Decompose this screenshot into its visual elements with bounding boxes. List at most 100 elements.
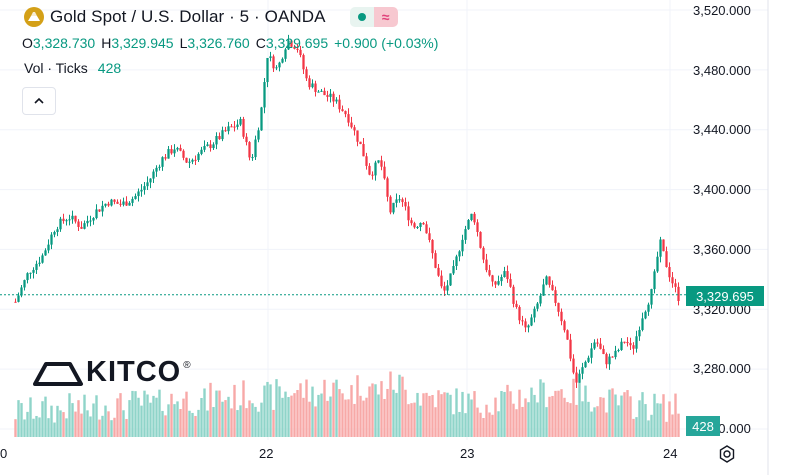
volume-bar bbox=[512, 403, 515, 437]
candle-body bbox=[125, 201, 128, 206]
volume-bar bbox=[644, 404, 647, 437]
candle-body bbox=[191, 159, 194, 162]
candle-body bbox=[548, 276, 551, 285]
live-status-icon[interactable] bbox=[349, 7, 374, 27]
volume-bar bbox=[281, 397, 284, 437]
candle-body bbox=[653, 271, 656, 290]
volume-bar bbox=[200, 398, 203, 437]
candle-body bbox=[230, 126, 233, 128]
candle-body bbox=[131, 198, 134, 203]
volume-bar bbox=[59, 410, 62, 437]
candle-body bbox=[671, 277, 674, 284]
candle-body bbox=[86, 220, 89, 224]
candle-body bbox=[587, 357, 590, 362]
close-value: 3,329.695 bbox=[265, 35, 329, 51]
candle-body bbox=[218, 136, 221, 140]
candle-body bbox=[656, 256, 659, 272]
candle-body bbox=[98, 209, 101, 212]
volume-bar bbox=[47, 418, 50, 437]
candle-body bbox=[155, 167, 158, 172]
volume-bar bbox=[224, 400, 227, 437]
volume-bar bbox=[185, 391, 188, 437]
candle-body bbox=[137, 191, 140, 197]
candle-body bbox=[167, 149, 170, 159]
high-value: 3,329.945 bbox=[111, 35, 174, 51]
candle-body bbox=[494, 281, 497, 285]
candle-body bbox=[107, 203, 110, 206]
candle-body bbox=[209, 144, 212, 149]
volume-bar bbox=[86, 410, 89, 437]
candle-body bbox=[374, 162, 377, 176]
volume-bar bbox=[437, 390, 440, 437]
chart-settings-button[interactable] bbox=[717, 444, 737, 464]
candle-body bbox=[632, 345, 635, 349]
approx-data-icon[interactable]: ≈ bbox=[373, 7, 398, 27]
volume-bar bbox=[380, 381, 383, 437]
volume-bar bbox=[488, 412, 491, 437]
volume-bar bbox=[356, 375, 359, 437]
volume-bar bbox=[620, 395, 623, 437]
market-status-pill[interactable]: ≈ bbox=[349, 7, 398, 27]
candle-body bbox=[383, 166, 386, 179]
volume-bar bbox=[629, 396, 632, 437]
volume-bar bbox=[434, 407, 437, 437]
candle-body bbox=[368, 165, 371, 175]
volume-bar bbox=[104, 405, 107, 437]
volume-bar bbox=[572, 378, 575, 437]
volume-bar bbox=[233, 384, 236, 437]
volume-indicator-value: 428 bbox=[97, 60, 122, 76]
volume-bar bbox=[401, 376, 404, 437]
volume-bar bbox=[635, 417, 638, 437]
candle-body bbox=[659, 239, 662, 257]
volume-bar bbox=[212, 407, 215, 437]
candle-body bbox=[425, 224, 428, 234]
candle-body bbox=[179, 147, 182, 151]
candle-body bbox=[392, 202, 395, 213]
volume-bar bbox=[524, 398, 527, 437]
volume-bar bbox=[176, 401, 179, 437]
volume-bar bbox=[305, 379, 308, 437]
volume-bar bbox=[449, 394, 452, 437]
volume-bar bbox=[368, 386, 371, 437]
price-axis-label: 3,360.000 bbox=[693, 242, 751, 257]
volume-bar bbox=[263, 385, 266, 437]
volume-bar bbox=[317, 394, 320, 437]
price-axis-label: 3,400.000 bbox=[693, 182, 751, 197]
volume-bar bbox=[614, 394, 617, 437]
candle-body bbox=[233, 126, 236, 128]
candle-body bbox=[134, 196, 137, 199]
volume-bar bbox=[296, 390, 299, 437]
candle-body bbox=[446, 285, 449, 291]
volume-bars bbox=[14, 371, 680, 437]
price-axis-label: 3,480.000 bbox=[693, 63, 751, 78]
volume-bar bbox=[428, 395, 431, 437]
candle-body bbox=[401, 199, 404, 203]
symbol-title[interactable]: Gold Spot / U.S. Dollar · 5 · OANDA bbox=[50, 7, 326, 26]
candle-body bbox=[563, 321, 566, 331]
volume-bar bbox=[647, 420, 650, 437]
volume-bar bbox=[527, 402, 530, 437]
volume-bar bbox=[254, 406, 257, 437]
candle-body bbox=[416, 226, 419, 228]
volume-bar bbox=[374, 384, 377, 437]
volume-bar bbox=[134, 391, 137, 437]
candle-body bbox=[410, 220, 413, 224]
candle-body bbox=[674, 283, 677, 287]
collapse-legend-button[interactable] bbox=[22, 87, 56, 115]
volume-bar bbox=[98, 419, 101, 437]
candle-body bbox=[668, 267, 671, 278]
candle-body bbox=[404, 202, 407, 207]
candle-body bbox=[596, 342, 599, 344]
current-volume-tag: 428 bbox=[686, 416, 720, 436]
candle-body bbox=[89, 220, 92, 222]
volume-indicator-legend[interactable]: Vol · Ticks 428 bbox=[24, 60, 121, 76]
candle-body bbox=[20, 287, 23, 296]
volume-bar bbox=[365, 397, 368, 437]
volume-bar bbox=[173, 404, 176, 437]
volume-bar bbox=[245, 408, 248, 437]
candle-body bbox=[92, 218, 95, 221]
volume-bar bbox=[392, 389, 395, 437]
volume-bar bbox=[140, 405, 143, 437]
candle-body bbox=[470, 213, 473, 221]
